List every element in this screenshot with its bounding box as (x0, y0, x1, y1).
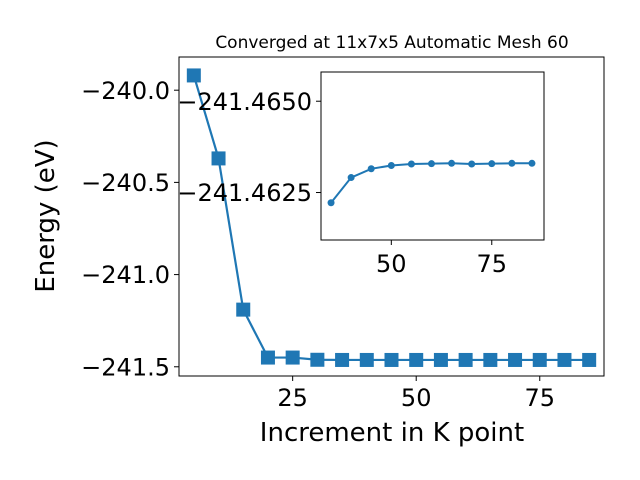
inset-data-point (427, 160, 435, 168)
inset-data-point (407, 160, 415, 168)
chart-title: Converged at 11x7x5 Automatic Mesh 60 (215, 33, 568, 53)
main-data-point (582, 352, 597, 367)
main-data-point (186, 68, 201, 83)
inset-data-point (468, 160, 476, 168)
main-data-point (285, 350, 300, 365)
main-data-point (532, 352, 547, 367)
inset-data-point (387, 161, 395, 169)
inset-x-tick-label: 75 (476, 250, 507, 278)
main-y-tick-label: −240.0 (81, 77, 170, 105)
inset-axes-frame (320, 71, 545, 241)
main-y-tick-label: −241.0 (81, 261, 170, 289)
main-data-point (557, 352, 572, 367)
inset-data-point (347, 174, 355, 182)
main-data-point (409, 352, 424, 367)
main-x-tick-label: 75 (524, 384, 555, 412)
main-plot-area: 25 50 75 −240.0 −240.5 −241.0 −241.5 (81, 56, 605, 412)
inset-background (321, 72, 544, 240)
main-data-point (359, 352, 374, 367)
inset-data-point (327, 199, 335, 207)
inset-y-tick-label: −241.4625 (177, 179, 312, 207)
main-data-point (260, 350, 275, 365)
main-axes-frame (178, 56, 605, 377)
main-data-point (483, 352, 498, 367)
inset-x-tick-label: 50 (376, 250, 407, 278)
main-data-point (508, 352, 523, 367)
main-y-tick-label: −241.5 (81, 353, 170, 381)
y-axis-label: Energy (eV) (31, 139, 61, 292)
x-axis-label: Increment in K point (260, 418, 524, 448)
inset-data-point (448, 159, 456, 167)
inset-data-point (367, 165, 375, 173)
inset-data-point (508, 159, 516, 167)
main-data-point (211, 151, 226, 166)
main-y-tick-label: −240.5 (81, 169, 170, 197)
main-x-tick-label: 50 (401, 384, 432, 412)
inset-data-point (528, 159, 536, 167)
inset-plot-area: 50 75 −241.4650 −241.4625 (177, 71, 545, 278)
main-data-point (433, 352, 448, 367)
main-data-point (458, 352, 473, 367)
main-data-point (310, 352, 325, 367)
main-x-tick-label: 25 (277, 384, 308, 412)
main-data-point (236, 302, 251, 317)
main-data-point (384, 352, 399, 367)
main-data-point (335, 352, 350, 367)
inset-y-tick-label: −241.4650 (177, 88, 312, 116)
inset-data-point (488, 160, 496, 168)
